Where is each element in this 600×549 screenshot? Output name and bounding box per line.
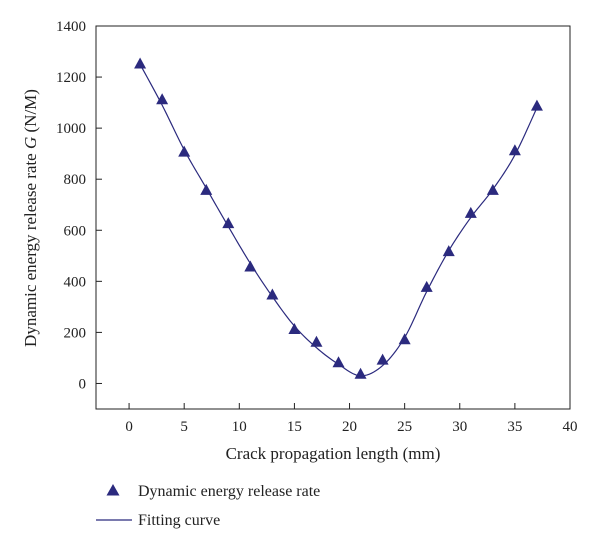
y-tick-label: 1200	[56, 70, 86, 86]
data-point-triangle	[354, 367, 367, 379]
data-point-triangle	[442, 245, 455, 257]
data-markers	[134, 57, 543, 379]
data-point-triangle	[398, 333, 411, 345]
data-point-triangle	[376, 353, 389, 365]
legend-label-fit: Fitting curve	[138, 512, 220, 529]
data-point-triangle	[486, 183, 499, 195]
data-point-triangle	[508, 144, 521, 156]
x-tick-label: 30	[452, 419, 467, 435]
y-tick-label: 1000	[56, 121, 86, 137]
x-axis-title: Crack propagation length (mm)	[226, 444, 441, 463]
plot-frame	[95, 25, 571, 410]
x-tick-label: 25	[397, 419, 412, 435]
x-tick-label: 20	[342, 419, 357, 435]
y-tick-label: 800	[64, 172, 87, 188]
y-tick-label: 600	[64, 223, 87, 239]
x-tick-label: 40	[563, 419, 578, 435]
data-point-triangle	[244, 260, 257, 272]
y-axis-title: Dynamic energy release rate G (N/M)	[21, 89, 40, 347]
fitting-curve-line	[139, 64, 538, 377]
data-point-triangle	[420, 280, 433, 292]
x-tick-label: 5	[180, 419, 188, 435]
legend-triangle-marker	[106, 484, 120, 496]
data-point-triangle	[530, 99, 543, 111]
data-point-triangle	[200, 183, 213, 195]
x-tick-labels: 0 5 10 15 20 25 30 35 40	[125, 419, 577, 435]
data-point-triangle	[332, 356, 345, 368]
data-point-triangle	[156, 93, 169, 105]
data-point-triangle	[288, 323, 301, 335]
data-point-triangle	[266, 288, 279, 300]
data-point-triangle	[464, 206, 477, 218]
y-tick-label: 400	[64, 274, 87, 290]
y-tick-label: 0	[79, 376, 87, 392]
data-point-triangle	[178, 145, 191, 157]
y-tick-label: 1400	[56, 19, 86, 35]
x-tick-label: 10	[232, 419, 247, 435]
axis-ticks	[96, 25, 571, 409]
y-tick-labels: 0 200 400 600 800 1000 1200 1400	[56, 19, 86, 392]
data-point-triangle	[310, 335, 323, 347]
data-point-triangle	[134, 57, 147, 69]
y-tick-label: 200	[64, 325, 87, 341]
legend-label-data: Dynamic energy release rate	[138, 483, 320, 500]
x-tick-label: 0	[125, 419, 133, 435]
data-point-triangle	[222, 217, 235, 229]
x-tick-label: 15	[287, 419, 302, 435]
legend: Dynamic energy release rate Fitting curv…	[96, 483, 320, 529]
x-tick-label: 35	[507, 419, 522, 435]
